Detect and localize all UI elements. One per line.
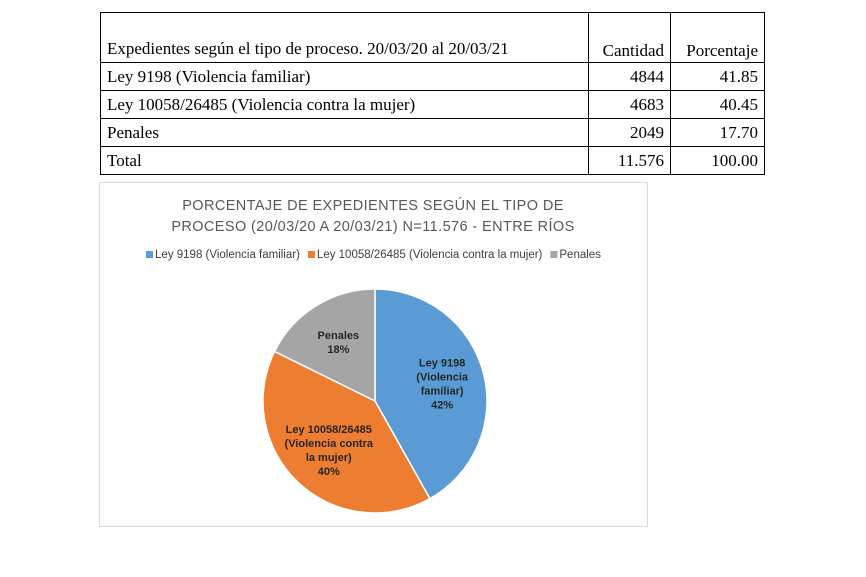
legend-label: Ley 10058/26485 (Violencia contra la muj… [317, 249, 543, 261]
legend-swatch [307, 251, 315, 258]
legend-item: Penales [550, 249, 601, 261]
table-cell: Penales [100, 118, 589, 147]
pie-slice-labels: Ley 9198 (Violencia familiar) 42% Ley 10058/… [285, 330, 469, 478]
pie-slice-label-line: (Violencia contra [285, 438, 374, 450]
table-cell: Ley 9198 (Violencia familiar) [100, 62, 589, 91]
pie-chart-frame: PORCENTAJE DE EXPEDIENTES SEGÚN EL TIPO … [99, 182, 648, 527]
pie-chart: PORCENTAJE DE EXPEDIENTES SEGÚN EL TIPO … [146, 197, 601, 514]
table-cell: 4844 [588, 62, 671, 91]
data-table: Expedientes según el tipo de proceso. 20… [100, 12, 765, 175]
pie-slice-label-line: la mujer) [306, 452, 352, 464]
pie-slice-label-line: Penales [318, 330, 360, 342]
chart-title-line-2: PROCESO (20/03/20 A 20/03/21) N=11.576 -… [171, 218, 574, 235]
pie-slice-label-line: Ley 10058/26485 [286, 424, 372, 436]
pie-slices [262, 288, 488, 514]
legend-label: Penales [559, 249, 601, 261]
table-cell: 41.85 [670, 62, 765, 91]
table-cell: 4683 [588, 90, 671, 119]
table-cell: 17.70 [670, 118, 765, 147]
table-cell: 11.576 [588, 146, 671, 175]
chart-legend: Ley 9198 (Violencia familiar) Ley 10058/2… [146, 249, 601, 261]
table-cell: 40.45 [670, 90, 765, 119]
legend-swatch [550, 251, 558, 258]
pie-slice-label-line: familiar) [421, 385, 464, 397]
legend-item: Ley 10058/26485 (Violencia contra la muj… [307, 249, 543, 261]
pie-slice-label-line: Ley 9198 [419, 357, 465, 369]
table-header-cell: Expedientes según el tipo de proceso. 20… [100, 12, 589, 63]
table-cell: Total [100, 146, 589, 175]
legend-swatch [146, 251, 154, 258]
pie-slice-label: Penales 18% [318, 330, 360, 356]
chart-title-line-1: PORCENTAJE DE EXPEDIENTES SEGÚN EL TIPO … [182, 197, 564, 214]
table-cell: Ley 10058/26485 (Violencia contra la muj… [100, 90, 589, 119]
pie-slice-label-line: (Violencia [416, 371, 469, 383]
table-header-row: Expedientes según el tipo de proceso. 20… [100, 12, 765, 63]
pie-slice [374, 288, 488, 500]
pie-slice [262, 350, 431, 514]
legend-label: Ley 9198 (Violencia familiar) [155, 249, 300, 261]
table-cell: 2049 [588, 118, 671, 147]
pie-slice-label-line: 42% [431, 399, 453, 411]
pie-slice-label: Ley 9198 (Violencia familiar) 42% [416, 357, 469, 411]
table-cell: 100.00 [670, 146, 765, 175]
pie-slice-label: Ley 10058/26485 (Violencia contra la mujer… [285, 424, 374, 478]
pie-slice-label-line: 18% [327, 344, 349, 356]
table-row: Ley 10058/26485 (Violencia contra la muj… [100, 90, 765, 119]
table-row: Ley 9198 (Violencia familiar) 4844 41.85 [100, 62, 765, 91]
table-row: Penales 2049 17.70 [100, 118, 765, 147]
table-header-cell: Porcentaje [670, 12, 765, 63]
pie-slice [273, 288, 376, 403]
table-header-cell: Cantidad [588, 12, 671, 63]
table-row: Total 11.576 100.00 [100, 146, 765, 175]
pie-slice-label-line: 40% [318, 466, 340, 478]
legend-item: Ley 9198 (Violencia familiar) [146, 249, 300, 261]
